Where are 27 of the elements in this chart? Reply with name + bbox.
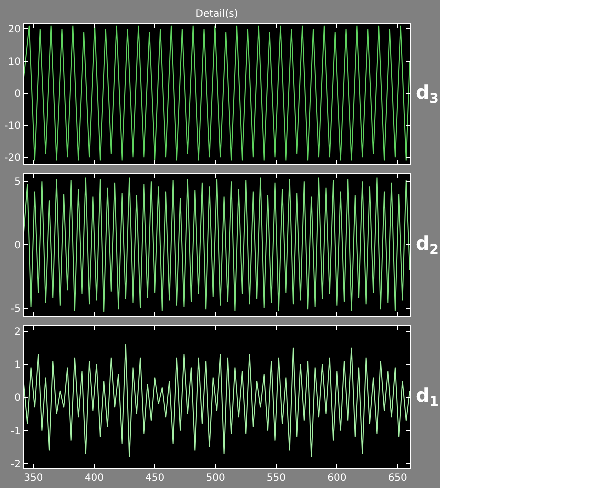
line-series: [24, 344, 410, 458]
y-tick-label: 1: [14, 360, 21, 371]
y-tick-label: 5: [14, 177, 21, 188]
y-axis-title: d$_{2}$: [416, 233, 439, 258]
x-tick-label: 500: [206, 473, 226, 484]
y-tick-label: 0: [14, 240, 21, 252]
x-tick-label: 450: [146, 473, 165, 484]
x-tick-label: 600: [328, 473, 347, 484]
y-tick-label: -1: [11, 426, 21, 438]
line-series: [24, 177, 410, 313]
y-tick-label: 10: [8, 56, 21, 68]
x-tick-label: 350: [24, 473, 44, 484]
y-tick-label: 20: [8, 24, 21, 36]
y-axis-title: d$_{1}$: [416, 385, 439, 410]
y-tick-label: -5: [11, 304, 21, 315]
x-tick-label: 650: [388, 473, 408, 484]
y-tick-label: -2: [11, 460, 21, 471]
line-series: [24, 25, 410, 162]
x-tick-label: 400: [84, 473, 104, 484]
x-tick-label: 550: [266, 473, 286, 484]
y-tick-label: -20: [4, 153, 21, 164]
y-axis-title: d$_{3}$: [416, 82, 439, 107]
chart-title: Detail(s): [196, 9, 238, 20]
y-tick-label: -10: [4, 120, 21, 132]
y-tick-label: 2: [14, 326, 21, 338]
y-tick-label: 0: [14, 88, 21, 100]
y-tick-label: 0: [14, 393, 21, 404]
